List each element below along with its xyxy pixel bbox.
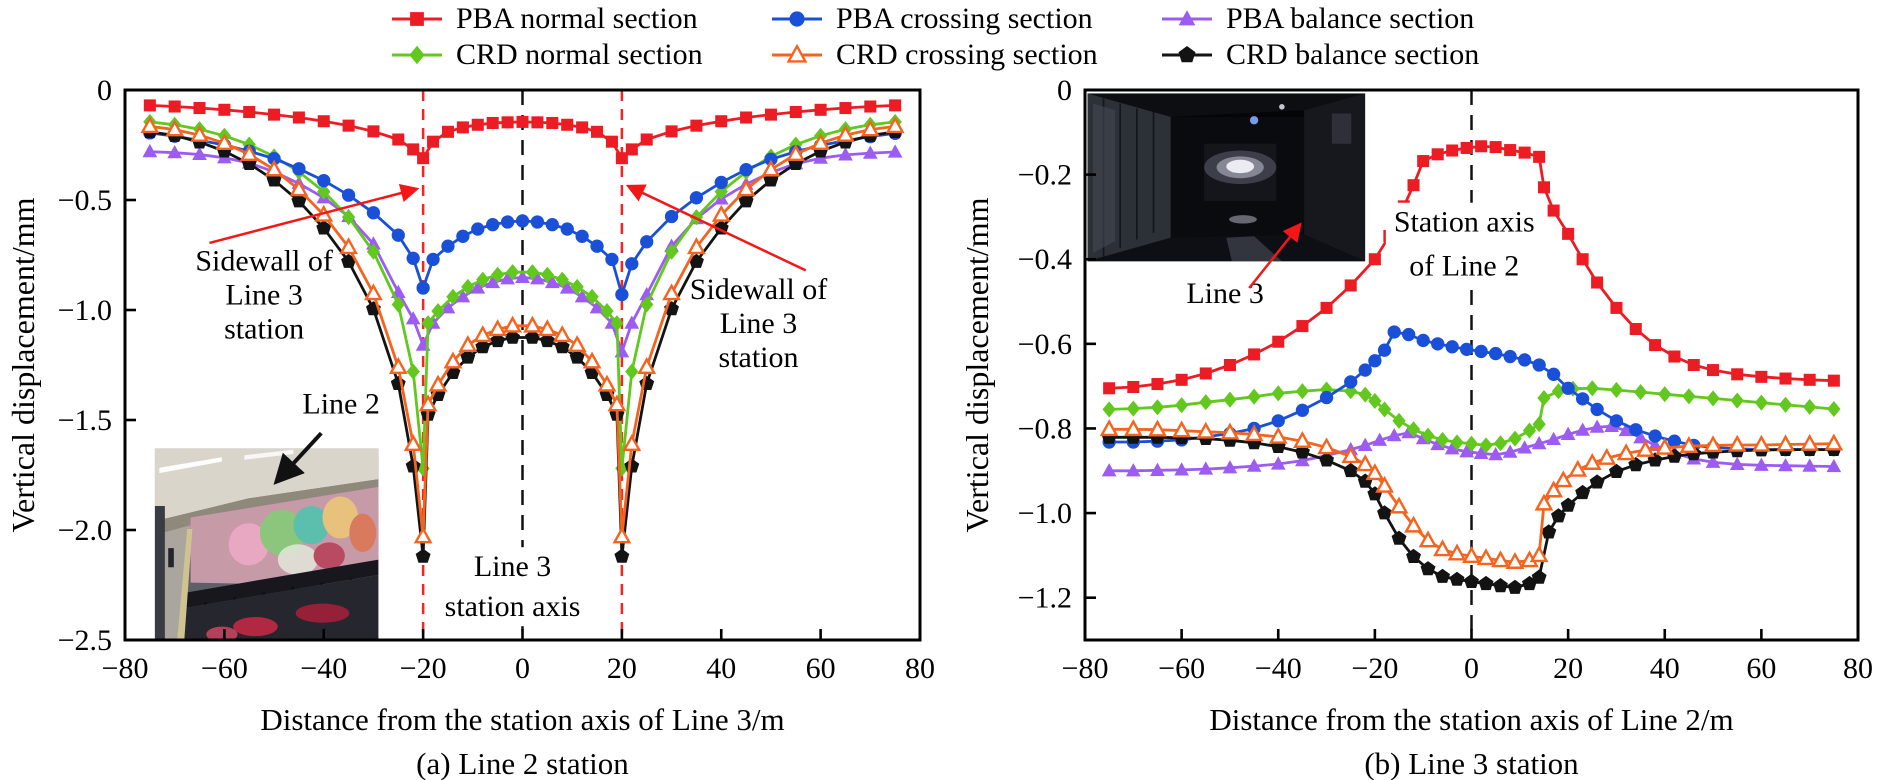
x-tick-label: −80 xyxy=(1062,652,1109,685)
series-crd-crossing xyxy=(1099,419,1844,569)
y-tick-label: −0.2 xyxy=(1018,159,1072,192)
pba-balance-marker-icon xyxy=(1162,10,1212,26)
legend-label: PBA normal section xyxy=(456,2,698,35)
y-axis-label: Vertical displacement/mm xyxy=(5,197,41,532)
line3-arrow xyxy=(1248,222,1302,289)
series-crd-crossing xyxy=(140,116,905,544)
annotation-line: Line 3 xyxy=(225,278,302,311)
y-tick-label: −0.8 xyxy=(1018,412,1072,445)
x-tick-label: 60 xyxy=(806,652,836,685)
line3-axis-label: Line 3 station axis xyxy=(436,547,589,627)
annotation-line: Station axis xyxy=(1394,206,1535,239)
y-tick-label: 0 xyxy=(1057,74,1072,107)
x-tick-label: −60 xyxy=(201,652,248,685)
crd-normal-marker-icon xyxy=(392,45,442,65)
x-tick-label: −40 xyxy=(1255,652,1302,685)
station-axis-label: Station axis of Line 2 xyxy=(1385,202,1543,286)
x-tick-label: 80 xyxy=(905,652,935,685)
crd-balance-marker-icon xyxy=(1162,46,1212,63)
subplot-caption: (b) Line 3 station xyxy=(1364,746,1579,780)
sidewall-left-arrow xyxy=(209,183,420,245)
line2-station-photo xyxy=(154,448,379,640)
legend-item-crd-balance: CRD balance section xyxy=(1158,38,1480,71)
line3-label: Line 3 xyxy=(1186,277,1263,310)
x-tick-label: −40 xyxy=(300,652,347,685)
plot-b: −80 −60 −40 −20 0 20 40 60 80 0 −0.2 −0.4 −0.6 −0.8 −1… xyxy=(959,74,1873,780)
legend-item-pba-balance: PBA balance section xyxy=(1158,2,1475,35)
x-tick-label: 40 xyxy=(706,652,736,685)
legend: PBA normal section PBA crossing section PB… xyxy=(0,0,1890,76)
line2-label: Line 2 xyxy=(302,387,379,420)
annotation-line: Sidewall of xyxy=(195,244,332,277)
line3-tunnel-photo xyxy=(1087,93,1366,262)
line2-arrow xyxy=(273,431,323,485)
plot-a: −80 −60 −40 −20 0 20 40 60 80 0 −0.5 −1.0 −1.5 −2.0 −2… xyxy=(5,74,935,780)
x-tick-label: 20 xyxy=(607,652,637,685)
annotation-line: of Line 2 xyxy=(1409,250,1519,283)
pba-normal-marker-icon xyxy=(392,12,442,26)
annotation-line: Line 3 xyxy=(474,550,551,583)
legend-label: CRD crossing section xyxy=(836,38,1098,71)
y-tick-label: −0.5 xyxy=(58,184,112,217)
x-axis-label: Distance from the station axis of Line 3… xyxy=(260,702,784,737)
annotation-line: Line 3 xyxy=(1186,277,1263,310)
series-crd-normal xyxy=(1102,380,1841,454)
y-tick-label: −1.0 xyxy=(58,294,112,327)
annotation-line: Sidewall of xyxy=(690,273,827,306)
x-tick-label: 20 xyxy=(1553,652,1583,685)
y-tick-label: −1.2 xyxy=(1018,582,1072,615)
legend-label: PBA balance section xyxy=(1226,2,1475,35)
x-tick-label: 60 xyxy=(1746,652,1776,685)
legend-item-pba-normal: PBA normal section xyxy=(388,2,698,35)
legend-item-crd-crossing: CRD crossing section xyxy=(768,38,1098,71)
x-axis-label: Distance from the station axis of Line 2… xyxy=(1209,702,1733,737)
y-tick-label: −1.5 xyxy=(58,404,112,437)
y-tick-label: −2.5 xyxy=(58,624,112,657)
y-tick-label: −0.6 xyxy=(1018,328,1072,361)
annotation-line: station xyxy=(719,341,799,374)
y-tick-label: −2.0 xyxy=(58,514,112,547)
legend-label: PBA crossing section xyxy=(836,2,1093,35)
x-tick-label: −20 xyxy=(1351,652,1398,685)
legend-label: CRD normal section xyxy=(456,38,703,71)
x-tick-label: 80 xyxy=(1843,652,1873,685)
y-tick-label: −1.0 xyxy=(1018,497,1072,530)
y-tick-label: −0.4 xyxy=(1018,243,1072,276)
pba-crossing-marker-icon xyxy=(772,11,822,27)
legend-item-pba-crossing: PBA crossing section xyxy=(768,2,1093,35)
sidewall-right-arrow xyxy=(625,184,807,272)
x-tick-label: −60 xyxy=(1158,652,1205,685)
legend-label: CRD balance section xyxy=(1226,38,1480,71)
annotation-line: station axis xyxy=(445,590,581,623)
legend-item-crd-normal: CRD normal section xyxy=(388,38,703,71)
x-tick-label: −20 xyxy=(400,652,447,685)
annotation-line: Line 3 xyxy=(720,307,797,340)
x-tick-label: 40 xyxy=(1650,652,1680,685)
subplot-caption: (a) Line 2 station xyxy=(416,746,629,780)
y-tick-label: 0 xyxy=(97,74,112,107)
x-tick-label: 0 xyxy=(515,652,530,685)
annotation-line: Line 2 xyxy=(302,387,379,420)
x-tick-label: 0 xyxy=(1464,652,1479,685)
crd-crossing-marker-icon xyxy=(772,43,822,63)
series-pba-normal xyxy=(143,99,902,165)
annotation-line: station xyxy=(224,312,304,345)
axis-ticks xyxy=(1083,88,1860,640)
x-tick-label: −80 xyxy=(102,652,149,685)
axis-ticks xyxy=(123,88,922,642)
y-axis-label: Vertical displacement/mm xyxy=(959,197,995,532)
